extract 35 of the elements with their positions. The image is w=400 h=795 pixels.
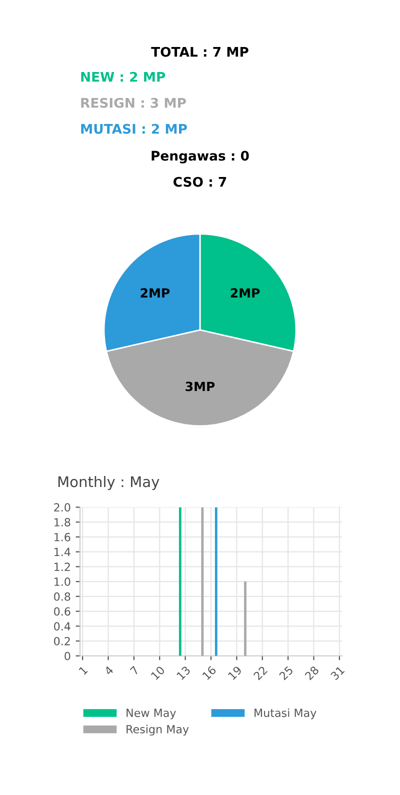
x-tick-label: 7	[130, 666, 140, 676]
y-tick-label: 1.4	[54, 548, 70, 556]
data-label: 2MP	[230, 288, 260, 298]
y-tick-label: 0	[64, 652, 70, 660]
x-tick-label: 13	[176, 666, 191, 680]
x-tick-label: 16	[202, 666, 217, 680]
y-tick-label: 2.0	[54, 503, 70, 512]
x-tick-label: 31	[330, 666, 345, 680]
y-tick-label: 1.0	[54, 578, 70, 586]
legend-label: New May	[126, 708, 176, 720]
x-tick-label: 19	[228, 666, 242, 680]
y-tick-label: 1.6	[54, 532, 70, 542]
legend-label: Resign May	[126, 724, 189, 736]
chart-title: TOTAL : 7 MP	[151, 46, 248, 57]
y-tick-label: 1.2	[54, 562, 70, 571]
y-tick-label: 0.6	[54, 607, 70, 616]
data-label: 2MP	[140, 288, 170, 298]
y-tick-label: 0.8	[54, 592, 70, 601]
x-tick-label: 4	[104, 666, 114, 676]
x-tick-label: 10	[150, 666, 166, 680]
x-tick-label: 25	[278, 666, 294, 680]
x-tick-label: 1	[78, 666, 88, 676]
x-tick-label: 28	[304, 666, 320, 680]
text: RESIGN : 3 MP	[81, 98, 186, 108]
legend-label: Mutasi May	[254, 708, 316, 720]
data-label: 3MP	[186, 382, 215, 392]
text: MUTASI : 2 MP	[81, 124, 187, 134]
text: CSO : 7	[174, 176, 226, 187]
y-tick-label: 1.8	[54, 518, 70, 526]
chart-title: Monthly : May	[58, 476, 160, 490]
y-tick-label: 0.2	[54, 636, 70, 646]
y-tick-label: 0.4	[54, 622, 70, 631]
x-tick-label: 22	[253, 666, 268, 680]
text: NEW : 2 MP	[81, 72, 166, 82]
text: Pengawas : 0	[152, 150, 249, 164]
